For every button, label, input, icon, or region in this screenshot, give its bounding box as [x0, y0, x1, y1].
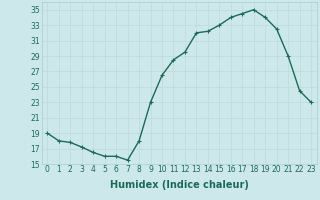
- X-axis label: Humidex (Indice chaleur): Humidex (Indice chaleur): [110, 180, 249, 190]
